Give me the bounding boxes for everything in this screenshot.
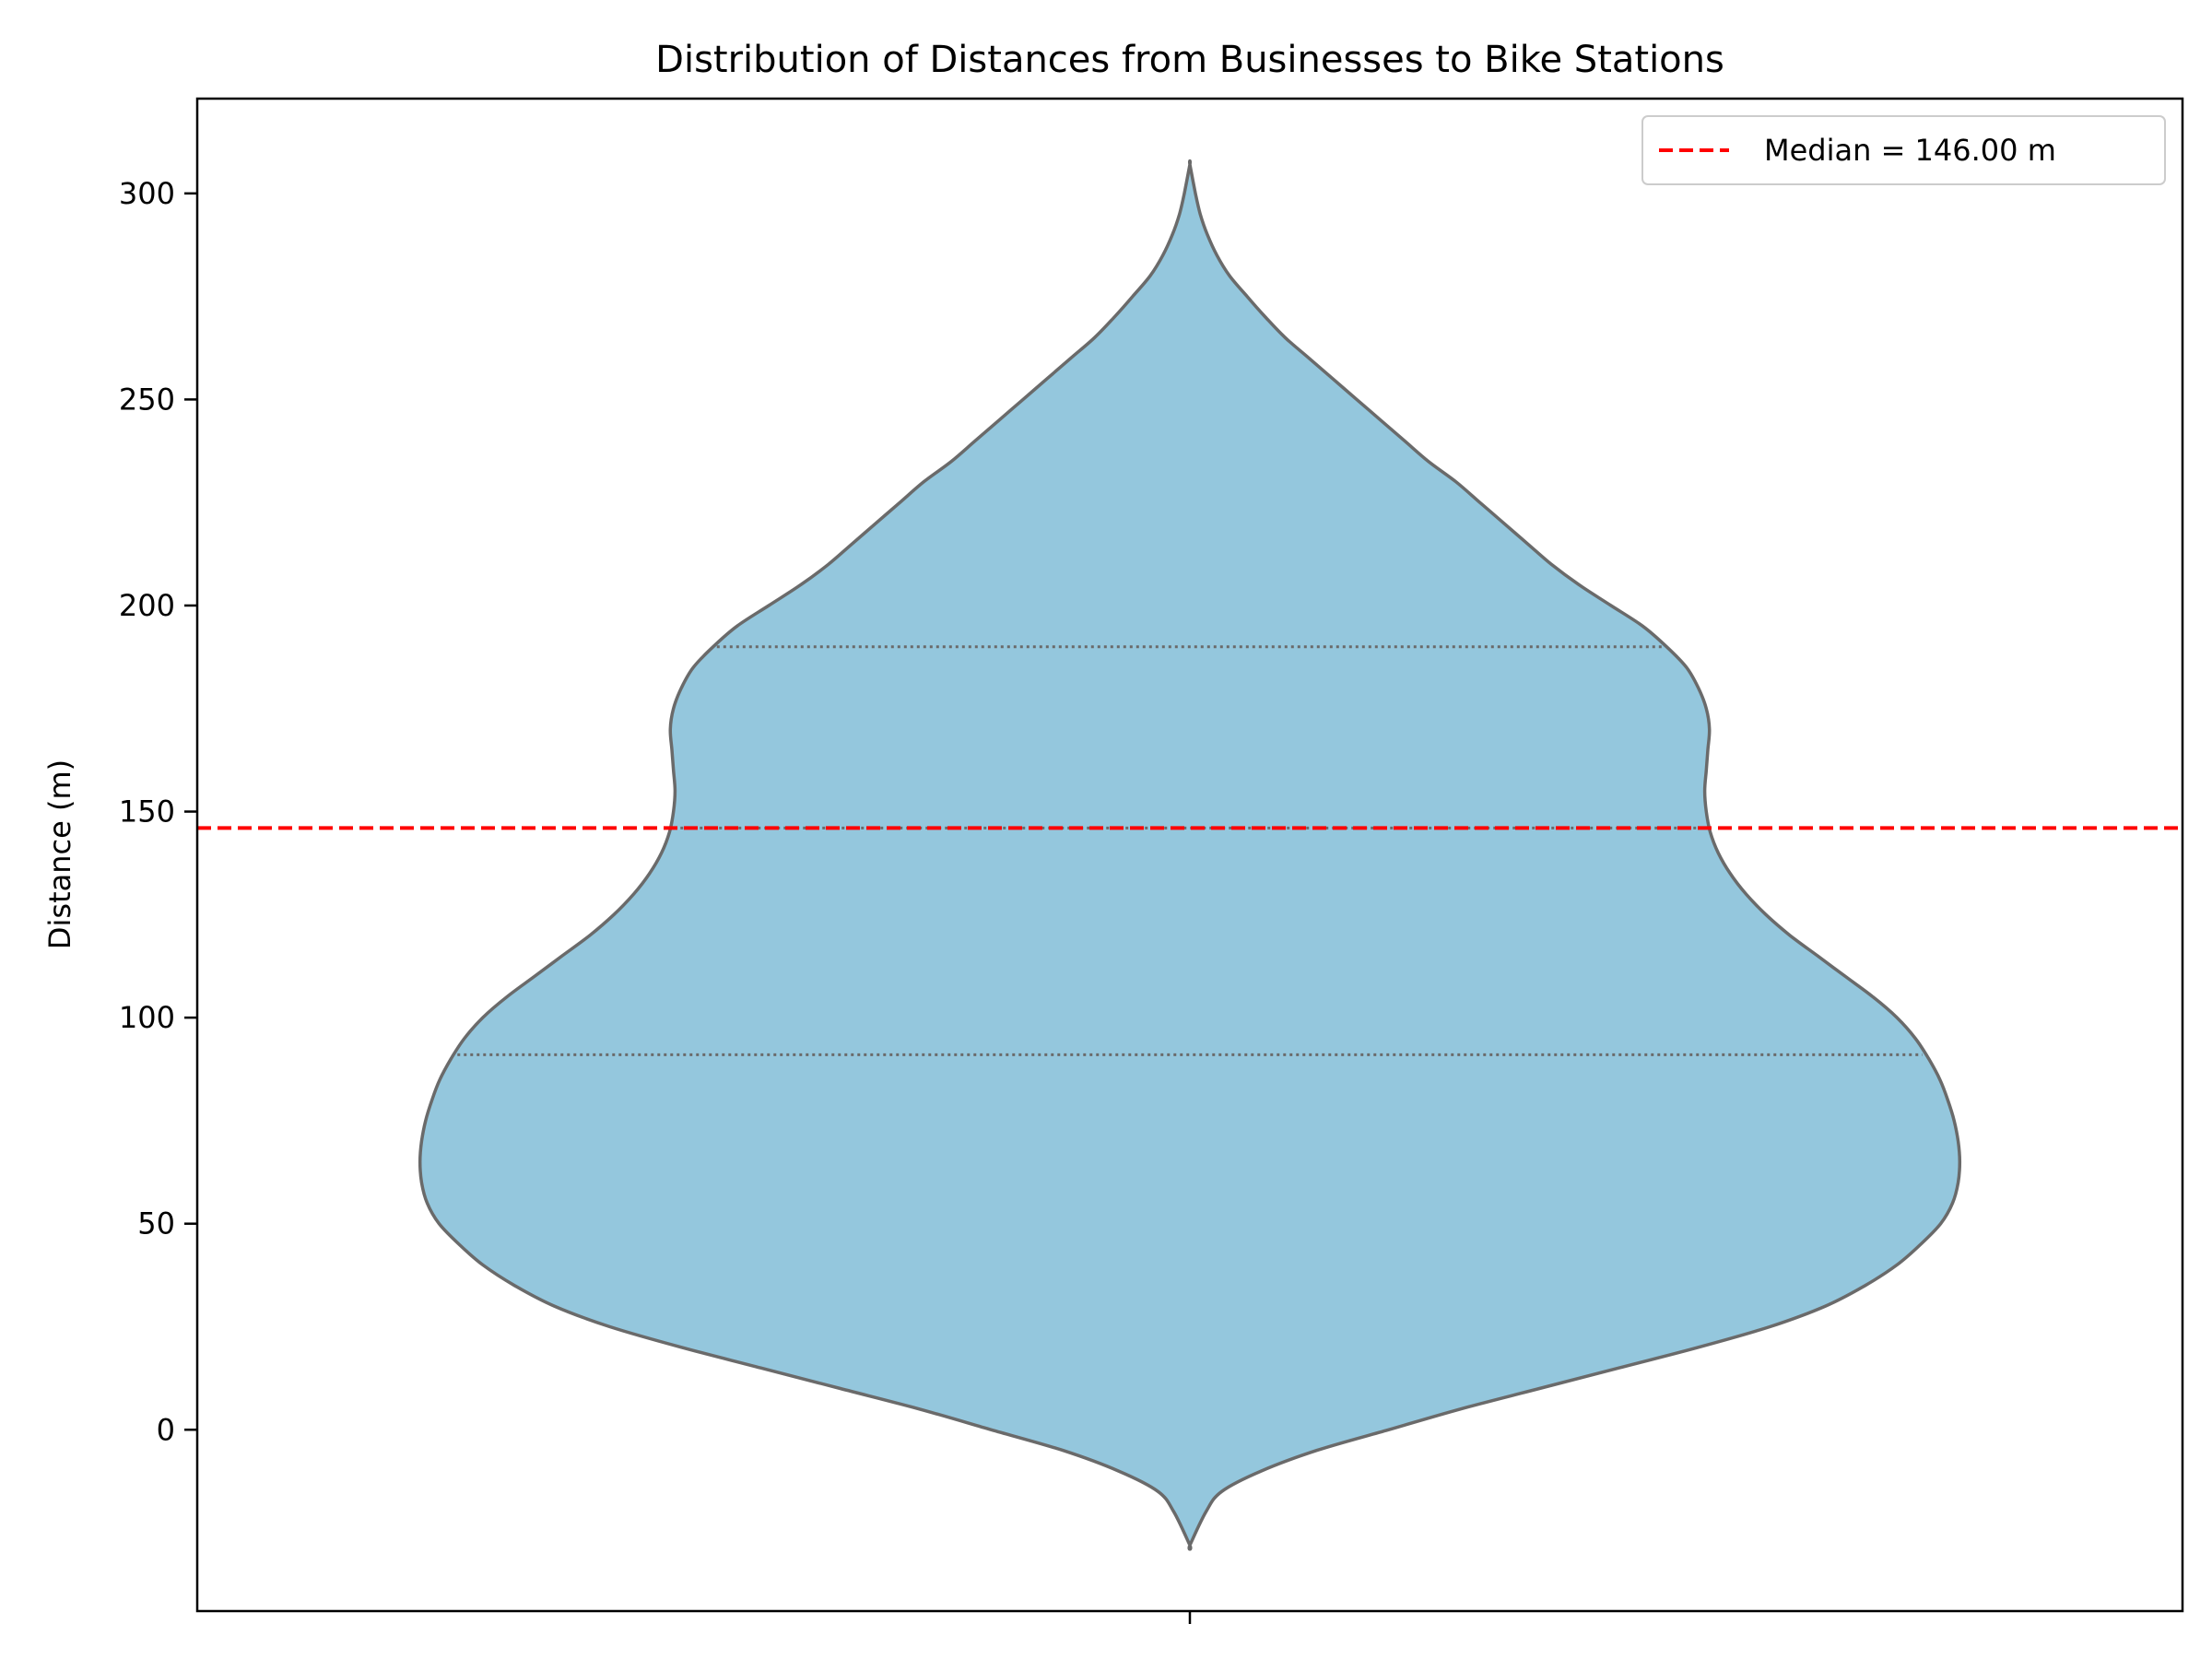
legend: Median = 146.00 m <box>1641 115 2166 185</box>
y-tick-label: 300 <box>119 176 175 211</box>
y-tick-label: 50 <box>137 1206 175 1241</box>
y-axis-label: Distance (m) <box>42 759 77 949</box>
violin-body <box>418 159 1962 1551</box>
y-tick-label: 250 <box>119 382 175 417</box>
y-tick-label: 0 <box>157 1412 175 1447</box>
legend-box <box>1641 115 2166 185</box>
y-tick-label: 200 <box>119 588 175 623</box>
plot-area <box>195 97 2184 1613</box>
y-tick-label: 150 <box>119 794 175 830</box>
y-axis-ticks: 0 50 100 150 200 250 300 <box>119 176 197 1447</box>
y-tick-label: 100 <box>119 1000 175 1035</box>
legend-median-label: Median = 146.00 m <box>1764 133 2056 168</box>
chart-title: Distribution of Distances from Businesse… <box>655 39 1724 81</box>
